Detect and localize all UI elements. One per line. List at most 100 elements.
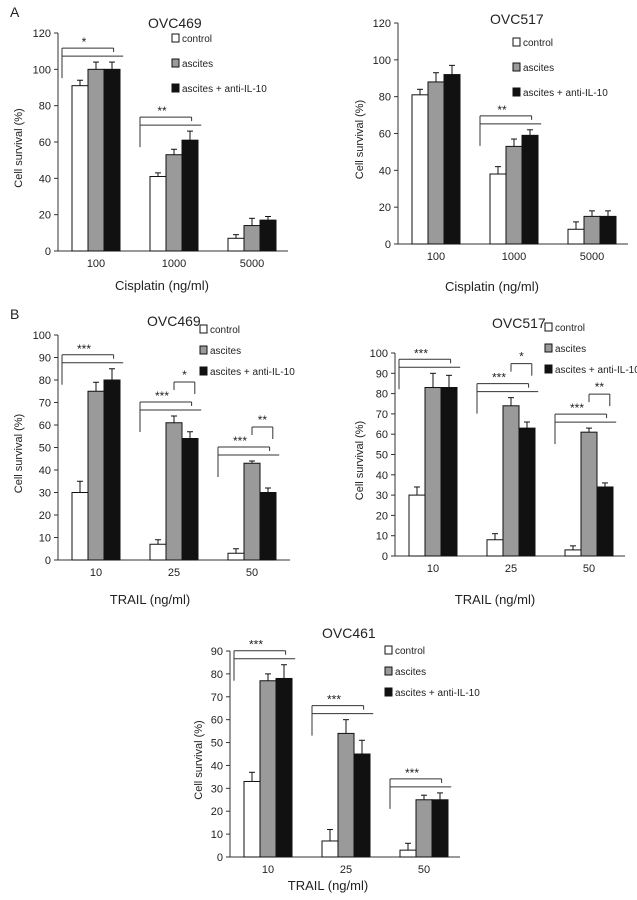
chart2-y-tick-label: 120	[373, 18, 391, 30]
chart4-y-tick-label: 100	[370, 348, 388, 360]
chart3-bar	[243, 462, 261, 561]
chart4-x-tick-label: 50	[583, 563, 595, 575]
chart2-y-tick-label: 20	[379, 202, 391, 214]
chart3-legend-label: ascites + anti-IL-10	[210, 367, 295, 378]
chart1-x-tick-label: 5000	[240, 258, 264, 270]
chart1-sig-label: **	[157, 104, 167, 118]
chart2-legend-label: control	[523, 38, 553, 49]
chart4-title: OVC517	[492, 315, 546, 331]
chart3-y-axis-label: Cell survival (%)	[13, 414, 25, 493]
chart3-x-tick-label: 10	[90, 567, 102, 579]
chart1-y-tick-label: 20	[39, 210, 51, 222]
chart4-y-tick-label: 70	[376, 409, 388, 421]
chart3-sig-label: ***	[155, 389, 169, 403]
chart5-bar	[337, 732, 355, 858]
chart4-bar	[424, 387, 442, 557]
chart1-bar	[243, 225, 261, 252]
chart5-bar	[259, 680, 277, 858]
chart2-x-tick-label: 5000	[580, 251, 604, 263]
chart2-legend-label: ascites + anti-IL-10	[523, 88, 608, 99]
chart3-legend-swatch	[199, 345, 208, 355]
chart2-bar	[443, 74, 461, 245]
chart4-pair-sig-label: *	[519, 350, 524, 364]
chart5-bar	[275, 677, 293, 858]
chart3-pair-sig-label: *	[182, 368, 187, 382]
chart5-sig-label: ***	[327, 693, 341, 707]
chart2-bar	[521, 134, 539, 245]
chart1-bar	[181, 139, 199, 252]
chart5-y-tick-label: 80	[211, 669, 223, 681]
chart1-legend-swatch	[171, 83, 180, 93]
panel-letter-b: B	[10, 306, 20, 322]
chart2-bar	[489, 173, 507, 245]
chart4-y-tick-label: 10	[376, 531, 388, 543]
chart2-y-tick-label: 0	[385, 239, 391, 251]
chart5-bar	[353, 753, 371, 858]
chart3-y-tick-label: 20	[39, 510, 51, 522]
chart1-bar	[259, 219, 277, 252]
chart2-y-tick-label: 60	[379, 129, 391, 141]
chart2-legend-swatch	[512, 87, 521, 97]
chart4-y-axis-label: Cell survival (%)	[354, 421, 366, 500]
chart5-y-tick-label: 90	[211, 646, 223, 658]
chart3-legend-swatch	[199, 324, 208, 334]
chart5-bar	[399, 849, 417, 858]
chart4-sig-label: ***	[414, 346, 428, 360]
chart3-bar	[71, 492, 89, 561]
chart3-y-tick-label: 30	[39, 488, 51, 500]
chart1-legend-swatch	[171, 58, 180, 68]
chart1-title: OVC469	[148, 15, 202, 31]
chart3-title: OVC469	[147, 313, 201, 329]
chart5-y-tick-label: 60	[211, 715, 223, 727]
chart3-bar	[259, 492, 277, 561]
chart3-bar	[181, 438, 199, 561]
chart3-bar	[227, 552, 245, 561]
chart4-bar	[502, 405, 520, 557]
chart5-bar	[415, 799, 433, 858]
chart3-y-tick-label: 60	[39, 420, 51, 432]
chart3-y-tick-label: 80	[39, 375, 51, 387]
chart5-x-tick-label: 10	[262, 864, 274, 876]
chart3-x-tick-label: 25	[168, 567, 180, 579]
chart4-legend-swatch	[544, 322, 553, 332]
chart2-bar	[505, 145, 523, 245]
chart5-y-axis-label: Cell survival (%)	[193, 720, 205, 799]
chart1-y-tick-label: 40	[39, 173, 51, 185]
chart3-y-tick-label: 0	[45, 555, 51, 567]
chart1-legend-swatch	[171, 33, 180, 43]
chart1-y-axis-label: Cell survival (%)	[13, 108, 25, 187]
chart5-bar	[243, 780, 261, 858]
chart3-sig-label: ***	[77, 342, 91, 356]
chart2-legend-label: ascites	[523, 63, 554, 74]
chart5-y-tick-label: 20	[211, 806, 223, 818]
chart4-bar	[518, 427, 536, 557]
chart3-legend-label: ascites	[210, 346, 241, 357]
chart1-y-tick-label: 0	[45, 246, 51, 258]
chart1-bar	[87, 68, 105, 252]
chart4-bar	[408, 494, 426, 557]
chart4-x-tick-label: 25	[505, 563, 517, 575]
chart2-y-tick-label: 80	[379, 92, 391, 104]
chart4-y-tick-label: 20	[376, 510, 388, 522]
chart2-legend-swatch	[512, 62, 521, 72]
chart1-y-tick-label: 120	[33, 28, 51, 40]
chart5-x-tick-label: 50	[418, 864, 430, 876]
chart5-sig-label: ***	[405, 766, 419, 780]
chart2-x-axis-label: Cisplatin (ng/ml)	[445, 279, 539, 294]
chart1-bar	[149, 176, 167, 252]
chart5-y-tick-label: 50	[211, 738, 223, 750]
chart1-legend-label: control	[182, 34, 212, 45]
chart4-legend-label: ascites + anti-IL-10	[555, 365, 637, 376]
chart4-legend-swatch	[544, 364, 553, 374]
chart3-bar	[165, 422, 183, 561]
chart4-bar	[580, 431, 598, 557]
chart2-sig-label: **	[497, 103, 507, 117]
chart2-legend-swatch	[512, 37, 521, 47]
chart4-y-tick-label: 30	[376, 490, 388, 502]
chart3-y-tick-label: 70	[39, 398, 51, 410]
chart2-bar	[599, 215, 617, 245]
chart1-legend-label: ascites	[182, 59, 213, 70]
chart4-pair-sig-label: **	[595, 380, 605, 394]
chart4-y-tick-label: 0	[382, 551, 388, 563]
chart5-x-tick-label: 25	[340, 864, 352, 876]
